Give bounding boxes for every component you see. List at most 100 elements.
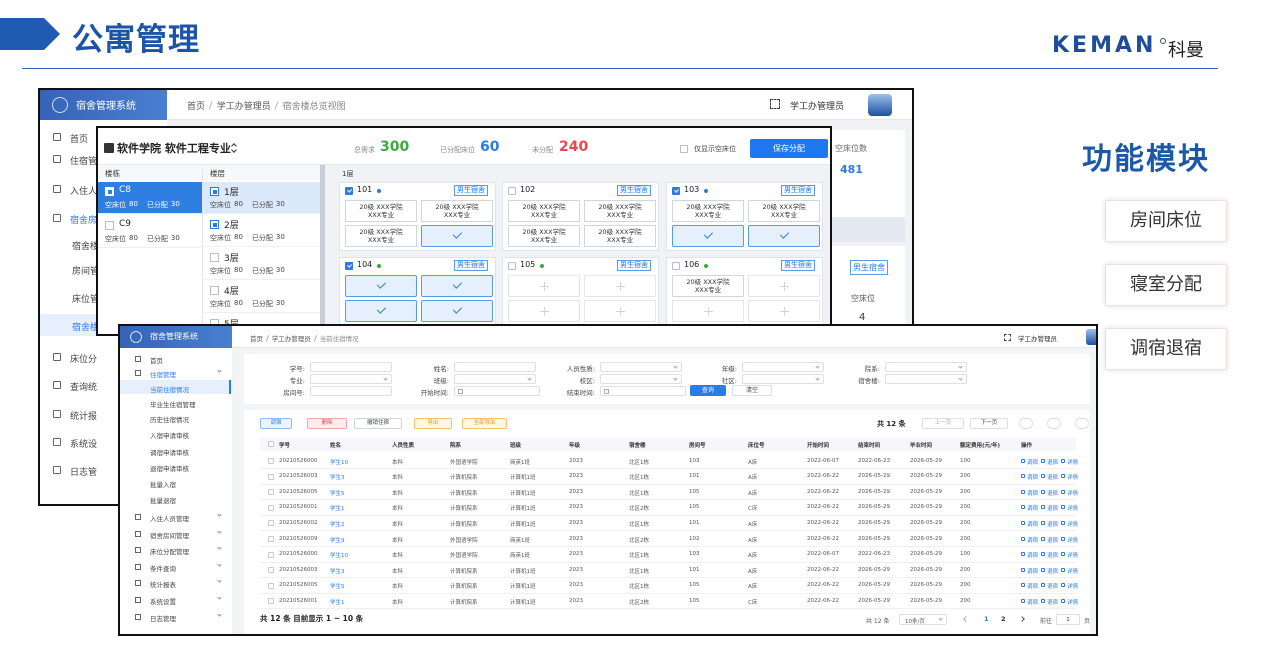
bed-slot-selected[interactable] — [421, 300, 493, 322]
row-action[interactable]: 详情 — [1067, 599, 1079, 606]
row-action[interactable]: 调宿 — [1027, 475, 1039, 482]
bed-slot-selected[interactable] — [345, 300, 417, 322]
module-button[interactable]: 房间床位 — [1105, 200, 1227, 242]
row-action[interactable]: 退宿 — [1047, 459, 1059, 466]
bed-slot-empty[interactable] — [748, 275, 820, 297]
filter-input[interactable] — [600, 386, 686, 396]
bed-slot-selected[interactable] — [672, 225, 744, 247]
icon-button[interactable] — [1075, 418, 1089, 429]
menu-item[interactable]: 毕业生住宿管理 — [150, 401, 196, 409]
bed-slot[interactable]: 20级 XXX学院 XXX专业 — [748, 200, 820, 222]
menu-item[interactable]: 首页 — [150, 357, 163, 365]
floor-item[interactable]: 4层 空床位 80 已分配 30 — [203, 281, 320, 313]
bed-slot[interactable]: 20级 XXX学院 XXX专业 — [672, 200, 744, 222]
goto-input[interactable]: 1 — [1056, 614, 1080, 625]
menu-item[interactable]: 调宿申请审核 — [150, 449, 189, 457]
filter-input[interactable] — [600, 374, 682, 384]
row-action[interactable]: 详情 — [1067, 506, 1079, 513]
cell[interactable]: 学生5 — [330, 584, 345, 591]
toolbar-button[interactable]: 调宿 — [260, 418, 292, 429]
filter-label[interactable]: 仅显示空床位 — [694, 145, 736, 153]
cell[interactable]: 学生3 — [330, 475, 345, 482]
icon-button[interactable] — [1047, 418, 1061, 429]
menu-item[interactable]: 住宿管理 — [150, 371, 176, 379]
cell[interactable]: 学生1 — [330, 599, 345, 606]
cell[interactable]: 学生3 — [330, 568, 345, 575]
cell[interactable]: 学生5 — [330, 490, 345, 497]
row-action[interactable]: 调宿 — [1027, 537, 1039, 544]
filter-input[interactable] — [310, 374, 392, 384]
row-action[interactable]: 详情 — [1067, 459, 1079, 466]
bed-slot-empty[interactable] — [672, 300, 744, 322]
row-action[interactable]: 调宿 — [1027, 521, 1039, 528]
filter-input[interactable] — [742, 362, 824, 372]
cell[interactable]: 学生9 — [330, 537, 345, 544]
row-action[interactable]: 退宿 — [1047, 537, 1059, 544]
menu-item[interactable]: 入宿申请审核 — [150, 432, 189, 440]
bed-slot-empty[interactable] — [748, 300, 820, 322]
menu-item[interactable]: 退宿申请审核 — [150, 465, 189, 473]
floor-item[interactable]: 2层 空床位 80 已分配 30 — [203, 215, 320, 247]
cell[interactable]: 学生2 — [330, 521, 345, 528]
filter-input[interactable] — [454, 374, 536, 384]
toolbar-button[interactable]: 撤销住宿 — [354, 418, 402, 429]
cell[interactable]: 学生10 — [330, 553, 348, 560]
row-action[interactable]: 详情 — [1067, 475, 1079, 482]
menu-item[interactable]: 床位分配管理 — [150, 548, 189, 556]
page-number[interactable]: 1 — [984, 615, 989, 623]
filter-input[interactable] — [600, 362, 682, 372]
filter-input[interactable] — [885, 374, 967, 384]
bed-slot-selected[interactable] — [421, 275, 493, 297]
row-action[interactable]: 退宿 — [1047, 521, 1059, 528]
row-action[interactable]: 详情 — [1067, 521, 1079, 528]
bed-slot[interactable]: 20级 XXX学院 XXX专业 — [508, 225, 580, 247]
save-button[interactable]: 保存分配 — [750, 139, 828, 158]
cell[interactable]: 学生10 — [330, 459, 348, 466]
page-number[interactable]: 2 — [1001, 615, 1006, 623]
bed-slot[interactable]: 20级 XXX学院 XXX专业 — [584, 200, 656, 222]
row-action[interactable]: 调宿 — [1027, 568, 1039, 575]
reset-button[interactable]: 清空 — [732, 385, 772, 396]
row-action[interactable]: 退宿 — [1047, 584, 1059, 591]
filter-input[interactable] — [310, 386, 392, 396]
filter-input[interactable] — [310, 362, 392, 372]
bed-slot[interactable]: 20级 XXX学院 XXX专业 — [584, 225, 656, 247]
row-action[interactable]: 退宿 — [1047, 506, 1059, 513]
row-action[interactable]: 详情 — [1067, 584, 1079, 591]
bed-slot-selected[interactable] — [421, 225, 493, 247]
menu-item[interactable]: 历史住宿情况 — [150, 416, 189, 424]
row-action[interactable]: 调宿 — [1027, 459, 1039, 466]
bed-slot-empty[interactable] — [584, 275, 656, 297]
row-action[interactable]: 退宿 — [1047, 490, 1059, 497]
bed-slot[interactable]: 20级 XXX学院 XXX专业 — [508, 200, 580, 222]
cell[interactable]: 学生1 — [330, 506, 345, 513]
module-button[interactable]: 调宿退宿 — [1105, 328, 1227, 370]
bed-slot[interactable]: 20级 XXX学院 XXX专业 — [421, 200, 493, 222]
row-action[interactable]: 退宿 — [1047, 599, 1059, 606]
filter-input[interactable] — [885, 362, 967, 372]
menu-item[interactable]: 日志管理 — [150, 615, 176, 623]
row-action[interactable]: 详情 — [1067, 553, 1079, 560]
toolbar-button[interactable]: 全部导出 — [462, 418, 507, 429]
row-action[interactable]: 调宿 — [1027, 584, 1039, 591]
row-action[interactable]: 调宿 — [1027, 490, 1039, 497]
menu-item[interactable]: 批量退宿 — [150, 497, 176, 505]
row-action[interactable]: 详情 — [1067, 490, 1079, 497]
floor-item[interactable]: 1层 空床位 80 已分配 30 — [203, 182, 320, 214]
toolbar-button[interactable]: 导出 — [414, 418, 452, 429]
module-button[interactable]: 寝室分配 — [1105, 264, 1227, 306]
search-button[interactable]: 查询 — [690, 385, 726, 396]
icon-button[interactable] — [1019, 418, 1033, 429]
toolbar-button[interactable]: 删除 — [307, 418, 347, 429]
menu-item[interactable]: 系统设置 — [150, 598, 176, 606]
menu-item[interactable]: 批量入宿 — [150, 481, 176, 489]
next-button[interactable]: 下一页 — [970, 418, 1008, 429]
bed-slot-selected[interactable] — [748, 225, 820, 247]
bed-slot[interactable]: 20级 XXX学院 XXX专业 — [345, 225, 417, 247]
menu-item[interactable]: 统计报表 — [150, 581, 176, 589]
menu-item[interactable]: 入住人员管理 — [150, 515, 189, 523]
floor-item[interactable]: 3层 空床位 80 已分配 30 — [203, 248, 320, 280]
row-action[interactable]: 调宿 — [1027, 506, 1039, 513]
prev-button[interactable]: 上一页 — [922, 418, 964, 429]
filter-input[interactable] — [454, 386, 540, 396]
